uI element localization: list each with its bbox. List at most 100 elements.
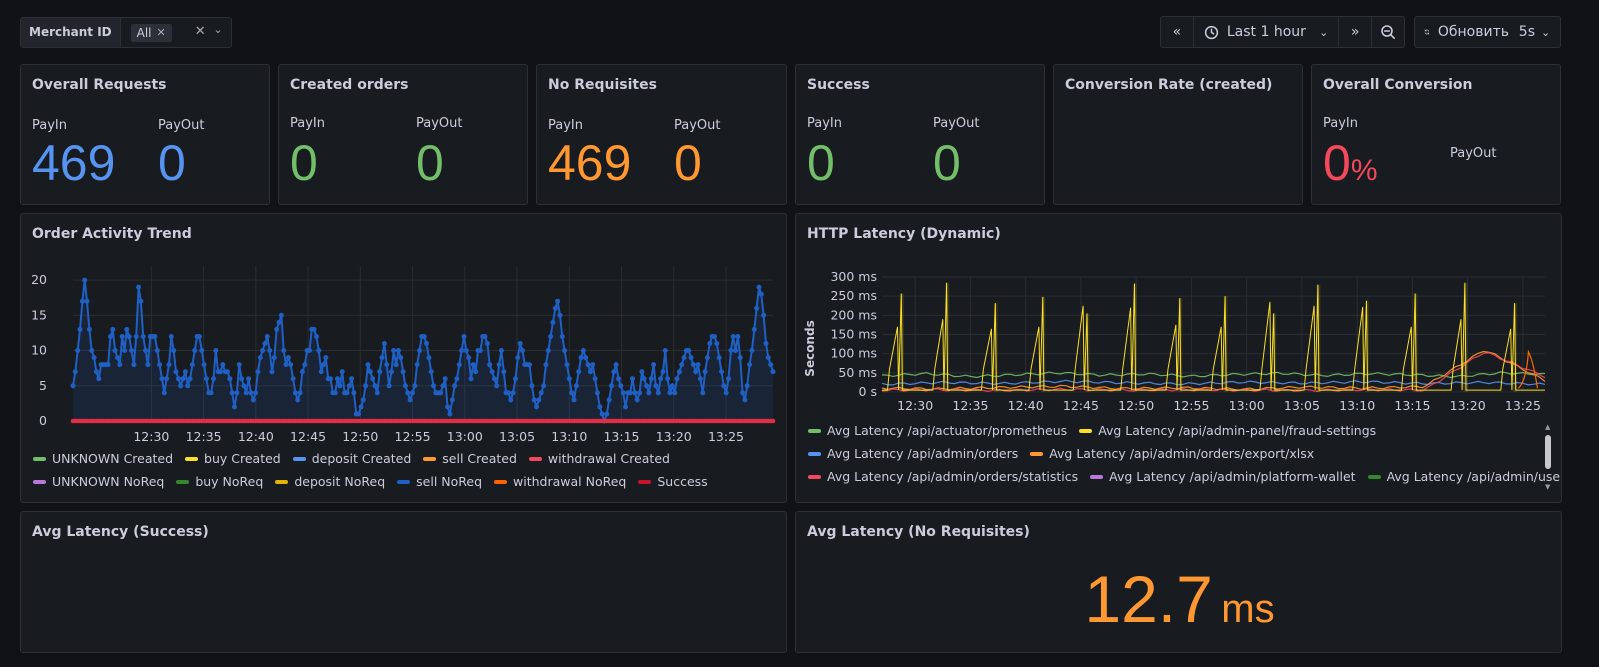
time-forward-button[interactable]: » [1339,17,1371,47]
y-tick-label: 20 [31,272,47,287]
zoom-out-icon [1381,25,1396,39]
latency-series-line[interactable] [1517,349,1539,389]
clock-icon [1204,25,1219,39]
payout-value: 0 [416,135,444,191]
legend-swatch [275,479,289,484]
legend-item[interactable]: withdrawal NoReq [494,474,626,489]
scroll-down-icon[interactable]: ▼ [1545,483,1551,491]
data-point [201,362,207,368]
data-point [620,390,626,396]
http-latency-chart[interactable]: Seconds 0 s 50 ms 100 ms 150 ms 200 ms 250 ms 3… [796,258,1562,458]
legend-label: deposit Created [311,451,412,466]
latency-series-line[interactable] [881,379,1546,386]
data-point [398,355,404,361]
data-point [473,369,479,375]
merchant-chip-label: All [136,25,152,40]
data-point [761,312,767,318]
data-point [735,334,741,339]
data-point [243,390,249,396]
merchant-chip[interactable]: All ✕ [130,23,172,42]
zoom-out-button[interactable] [1372,17,1404,47]
data-point [393,362,399,368]
data-point [250,397,256,403]
data-point [358,404,364,410]
x-tick-label: 13:25 [708,429,744,444]
data-point [227,376,233,382]
legend-item[interactable]: Avg Latency /api/admin/platform-wallet [1090,469,1356,484]
refresh-button[interactable]: Обновить [1415,17,1509,47]
legend-item[interactable]: withdrawal Created [528,451,670,466]
data-point [704,355,710,361]
legend-item[interactable]: Success [638,474,708,489]
payin-label: PayIn [32,118,67,133]
legend-item[interactable]: buy NoReq [176,474,263,489]
panel-title: Created orders [290,77,409,93]
chevron-down-icon[interactable]: ⌄ [213,23,223,36]
legend-item[interactable]: Avg Latency /api/actuator/prometheus [808,423,1067,438]
legend-scrollbar[interactable]: ▲ ▼ [1544,423,1552,491]
chip-remove-icon[interactable]: ✕ [156,26,166,39]
dashboard-toolbar: Merchant ID All ✕ ✕ ⌄ « Last 1 hour ⌄ » [0,0,1599,64]
data-point [400,369,406,375]
legend-item[interactable]: UNKNOWN Created [33,451,173,466]
legend-item[interactable]: deposit NoReq [275,474,385,489]
data-point [426,355,432,361]
data-point [454,376,460,382]
scrollbar-thumb[interactable] [1545,435,1551,469]
data-point [501,369,507,375]
legend-item[interactable]: UNKNOWN NoReq [33,474,164,489]
scroll-up-icon[interactable]: ▲ [1545,423,1551,431]
time-back-button[interactable]: « [1161,17,1193,47]
data-point [257,355,263,361]
data-point [278,312,284,318]
conversion-created-panel: Conversion Rate (created) [1053,64,1303,205]
order-activity-chart[interactable]: 0 5 10 15 20 12:30 12:35 12:40 12:45 12:50 12:55 13… [21,258,787,488]
data-point [379,355,385,361]
latency-series-line[interactable] [881,282,1546,391]
time-range-picker[interactable]: Last 1 hour ⌄ [1194,17,1338,47]
latency-series-line[interactable] [881,352,1546,393]
legend-swatch [33,479,46,484]
data-point [723,390,729,396]
legend-item[interactable]: buy Created [185,451,281,466]
legend-item[interactable]: sell NoReq [397,474,482,489]
data-point [513,376,518,382]
data-point [229,390,235,396]
data-point [491,376,497,382]
data-point [538,390,544,396]
legend-label: deposit NoReq [294,474,386,489]
legend-item[interactable]: deposit Created [292,451,412,466]
data-point [660,369,666,375]
x-tick-label: 13:10 [551,429,587,444]
legend-swatch [292,456,306,461]
data-point [674,376,680,382]
payout-value: 0 [933,135,961,191]
data-point [189,362,195,368]
merchant-id-select[interactable]: All ✕ ✕ ⌄ [121,18,231,47]
latency-number: 12.7 [1084,562,1213,636]
clear-icon[interactable]: ✕ [194,24,206,39]
legend-item[interactable]: sell Created [423,451,517,466]
refresh-interval-label: 5s [1518,24,1535,40]
panel-title: Order Activity Trend [32,226,192,242]
data-point [515,355,521,361]
data-point [702,369,708,375]
data-point [590,362,596,368]
data-point [646,390,652,396]
data-point [187,376,193,382]
data-point [536,397,542,403]
data-point [697,376,703,382]
data-point [89,348,95,353]
legend-item[interactable]: Avg Latency /api/admin/orders/export/xls… [1030,446,1314,461]
refresh-interval-picker[interactable]: 5s ⌄ [1509,17,1560,47]
avg-latency-noreq-panel: Avg Latency (No Requisites) 12.7 ms [795,511,1562,653]
y-tick-label: 150 ms [830,327,877,342]
legend-label: Avg Latency /api/actuator/prometheus [827,423,1068,438]
data-point [208,390,214,396]
data-point [477,348,483,353]
legend-item[interactable]: Avg Latency /api/admin/users [1367,469,1561,484]
legend-item[interactable]: Avg Latency /api/admin/orders [808,446,1018,461]
legend-item[interactable]: Avg Latency /api/admin/orders/statistics [808,469,1078,484]
overall-conversion-panel: Overall Conversion PayIn PayOut 0% [1311,64,1561,205]
legend-item[interactable]: Avg Latency /api/admin-panel/fraud-setti… [1079,423,1376,438]
